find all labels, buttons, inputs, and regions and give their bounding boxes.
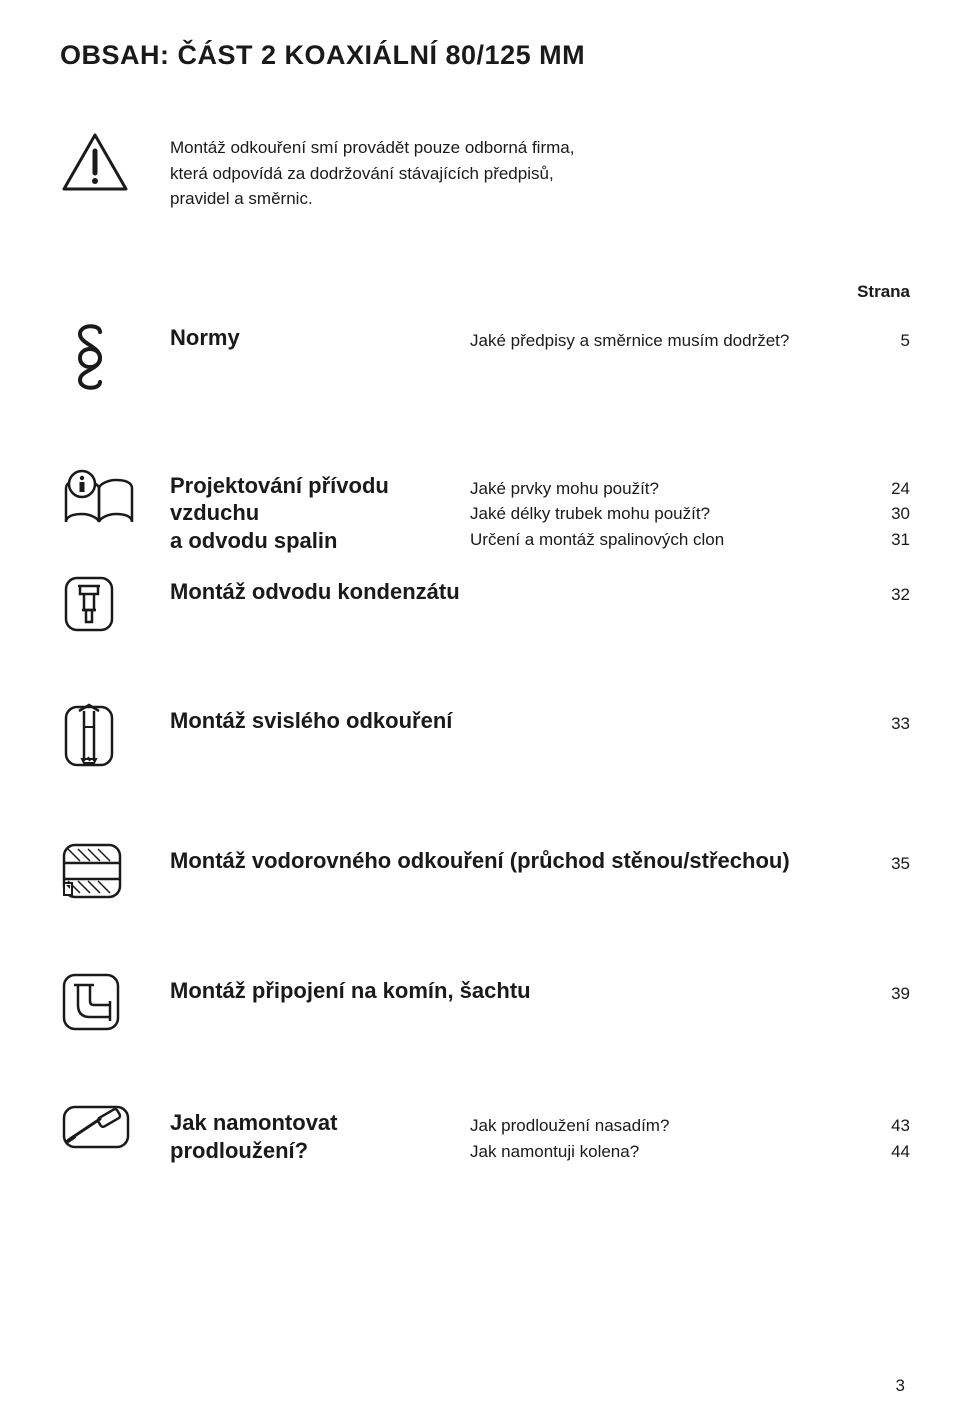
svisle-label: Montáž svislého odkouření	[170, 701, 820, 735]
projektovani-page2: 30	[850, 501, 910, 527]
siphon-icon	[60, 572, 118, 636]
projektovani-page3: 31	[850, 527, 910, 553]
warning-icon	[60, 131, 130, 193]
page-number-footer: 3	[896, 1376, 905, 1396]
normy-page: 5	[850, 318, 910, 354]
vodorovne-label: Montáž vodorovného odkouření (průchod st…	[170, 841, 820, 875]
strana-header: Strana	[60, 282, 910, 302]
vodorovne-page: 35	[850, 841, 910, 877]
chimney-elbow-icon	[60, 971, 122, 1033]
prodlouzeni-page1: 43	[850, 1113, 910, 1139]
projektovani-label-l2: a odvodu spalin	[170, 528, 337, 553]
warning-row: Montáž odkouření smí provádět pouze odbo…	[60, 131, 910, 212]
projektovani-desc1: Jaké prvky mohu použít?	[470, 476, 850, 502]
prodlouzeni-page2: 44	[850, 1139, 910, 1165]
horizontal-flue-icon	[60, 841, 124, 901]
section-svisle: Montáž svislého odkouření 33	[60, 701, 910, 771]
komin-page: 39	[850, 971, 910, 1007]
section-normy: Normy Jaké předpisy a směrnice musím dod…	[60, 318, 910, 396]
section-projektovani: Projektování přívodu vzduchu a odvodu sp…	[60, 466, 910, 555]
projektovani-desc2: Jaké délky trubek mohu použít?	[470, 501, 850, 527]
projektovani-pages: 24 30 31	[850, 466, 910, 553]
projektovani-label: Projektování přívodu vzduchu a odvodu sp…	[170, 466, 470, 555]
projektovani-desc3: Určení a montáž spalinových clon	[470, 527, 850, 553]
kondenzat-page: 32	[850, 572, 910, 608]
prodlouzeni-pages: 43 44	[850, 1103, 910, 1164]
section-vodorovne: Montáž vodorovného odkouření (průchod st…	[60, 841, 910, 901]
prodlouzeni-desc1: Jak prodloužení nasadím?	[470, 1113, 850, 1139]
page: OBSAH: ČÁST 2 KOAXIÁLNÍ 80/125 MM Montáž…	[0, 0, 960, 1426]
svisle-page: 33	[850, 701, 910, 737]
projektovani-label-l1: Projektování přívodu vzduchu	[170, 473, 389, 526]
normy-label: Normy	[170, 318, 470, 352]
section-prodlouzeni: Jak namontovat prodloužení? Jak prodlouž…	[60, 1103, 910, 1164]
projektovani-page1: 24	[850, 476, 910, 502]
warning-text: Montáž odkouření smí provádět pouze odbo…	[170, 131, 590, 212]
projektovani-desc: Jaké prvky mohu použít? Jaké délky trube…	[470, 466, 850, 553]
paragraph-icon	[60, 318, 120, 396]
prodlouzeni-desc2: Jak namontuji kolena?	[470, 1139, 850, 1165]
section-komin: Montáž připojení na komín, šachtu 39	[60, 971, 910, 1033]
book-info-icon	[60, 466, 138, 530]
prodlouzeni-label: Jak namontovat prodloužení?	[170, 1103, 470, 1164]
page-title: OBSAH: ČÁST 2 KOAXIÁLNÍ 80/125 MM	[60, 40, 910, 71]
kondenzat-label: Montáž odvodu kondenzátu	[170, 572, 820, 606]
section-kondenzat: Montáž odvodu kondenzátu 32	[60, 572, 910, 636]
komin-label: Montáž připojení na komín, šachtu	[170, 971, 820, 1005]
normy-desc: Jaké předpisy a směrnice musím dodržet?	[470, 318, 850, 354]
vertical-flue-icon	[60, 701, 118, 771]
screwdriver-icon	[60, 1103, 132, 1151]
prodlouzeni-desc: Jak prodloužení nasadím? Jak namontuji k…	[470, 1103, 850, 1164]
